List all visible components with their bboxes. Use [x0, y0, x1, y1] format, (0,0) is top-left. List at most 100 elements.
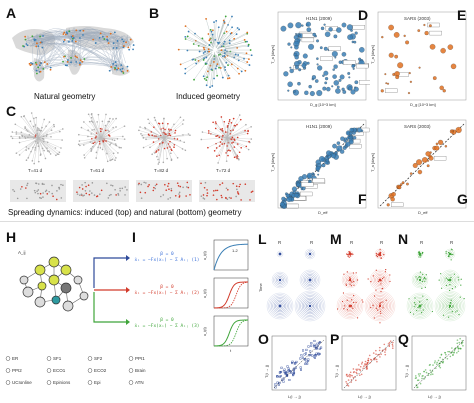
- induced-node: [203, 77, 206, 80]
- map-node: [31, 62, 34, 65]
- propagation-dot: [380, 301, 382, 303]
- mini-map-node: [46, 193, 49, 195]
- scatter-point: [388, 341, 391, 344]
- spread-node: [56, 153, 59, 155]
- propagation-ring: [304, 248, 316, 260]
- spread-node: [212, 121, 214, 124]
- propagation-dot: [349, 255, 352, 257]
- data-point: [357, 127, 362, 133]
- point-label: [385, 88, 398, 93]
- spread-node: [250, 138, 253, 140]
- propagation-dot: [419, 301, 421, 303]
- induced-node: [238, 28, 241, 31]
- mini-map: [136, 180, 192, 202]
- spread-node: [61, 128, 64, 130]
- propagation-ring: [276, 276, 285, 285]
- scatter-point: [444, 352, 447, 354]
- map-node: [114, 67, 116, 69]
- source-node: [418, 304, 422, 308]
- point-label: [328, 46, 341, 51]
- induced-node: [213, 77, 215, 80]
- mini-map-node: [213, 190, 215, 192]
- spread-node: [239, 118, 242, 121]
- data-point: [319, 46, 323, 50]
- propagation-dot: [421, 304, 423, 306]
- data-point: [312, 32, 317, 37]
- col-label-n2: R: [450, 240, 454, 245]
- spread-node: [169, 140, 171, 143]
- propagation-ring: [346, 302, 354, 310]
- data-point: [323, 23, 326, 26]
- data-point: [311, 172, 315, 175]
- mini-map-node: [39, 196, 41, 199]
- propagation-dot: [372, 275, 374, 277]
- map-node: [106, 35, 108, 38]
- spread-node: [215, 147, 218, 149]
- propagation-dot: [355, 272, 357, 274]
- scatter-point: [359, 365, 362, 368]
- data-point: [324, 81, 328, 85]
- spread-node: [43, 149, 45, 152]
- data-point: [287, 22, 294, 29]
- propagation-dot: [346, 271, 348, 273]
- point-label: [433, 156, 447, 161]
- scatter-e-ylabel: T_a [days]: [370, 45, 375, 64]
- map-node: [122, 72, 125, 74]
- scatter-point: [427, 374, 430, 377]
- propagation-ring: [443, 274, 456, 287]
- induced-node: [205, 56, 208, 59]
- map-node: [68, 30, 71, 33]
- spread-node: [22, 115, 25, 118]
- scatter-point: [313, 339, 316, 342]
- spread-node: [182, 119, 185, 121]
- mini-map-node: [138, 182, 140, 185]
- mini-map-node: [81, 188, 84, 190]
- map-node: [82, 29, 85, 32]
- source-node: [348, 304, 352, 308]
- induced-node: [243, 57, 245, 60]
- spread-node: [173, 137, 176, 140]
- induced-node: [228, 42, 231, 45]
- propagation-dot: [379, 248, 381, 250]
- spread-node: [216, 155, 218, 157]
- data-point: [399, 183, 403, 186]
- mini-map-node: [235, 185, 238, 187]
- legend-marker: [46, 380, 52, 385]
- data-point: [455, 126, 462, 134]
- induced-node: [237, 54, 240, 56]
- propagation-dot: [459, 296, 461, 298]
- data-point: [393, 32, 400, 38]
- induced-node: [193, 78, 195, 81]
- mini-map-node: [34, 191, 37, 194]
- induced-node: [247, 43, 250, 46]
- map-node: [110, 66, 113, 68]
- propagation-dot: [419, 254, 421, 257]
- propagation-dot: [460, 278, 462, 280]
- spread-node: [123, 138, 126, 140]
- mini-map-node: [167, 185, 169, 187]
- data-point: [349, 127, 354, 133]
- propagation-ring: [304, 274, 317, 287]
- spread-node: [150, 131, 153, 133]
- propagation-dot: [370, 306, 372, 309]
- spread-node: [170, 152, 172, 155]
- spread-node: [147, 118, 149, 121]
- induced-node: [217, 53, 220, 56]
- scatter-q-xlabel: L(i → j): [428, 394, 442, 399]
- network-node: [60, 282, 72, 294]
- data-point: [428, 155, 434, 161]
- spread-node: [248, 140, 250, 143]
- spread-node: [168, 128, 170, 130]
- scatter-point: [306, 362, 309, 365]
- propagation-ring: [347, 303, 352, 308]
- scatter-point: [349, 371, 352, 374]
- data-point: [314, 79, 319, 83]
- network-node: [48, 256, 60, 268]
- propagation-ring: [376, 276, 384, 284]
- data-point: [317, 173, 320, 176]
- data-point: [289, 68, 294, 74]
- data-point: [432, 76, 437, 80]
- mini-map-node: [203, 198, 206, 200]
- data-point: [286, 196, 292, 203]
- mini-map-node: [187, 186, 190, 189]
